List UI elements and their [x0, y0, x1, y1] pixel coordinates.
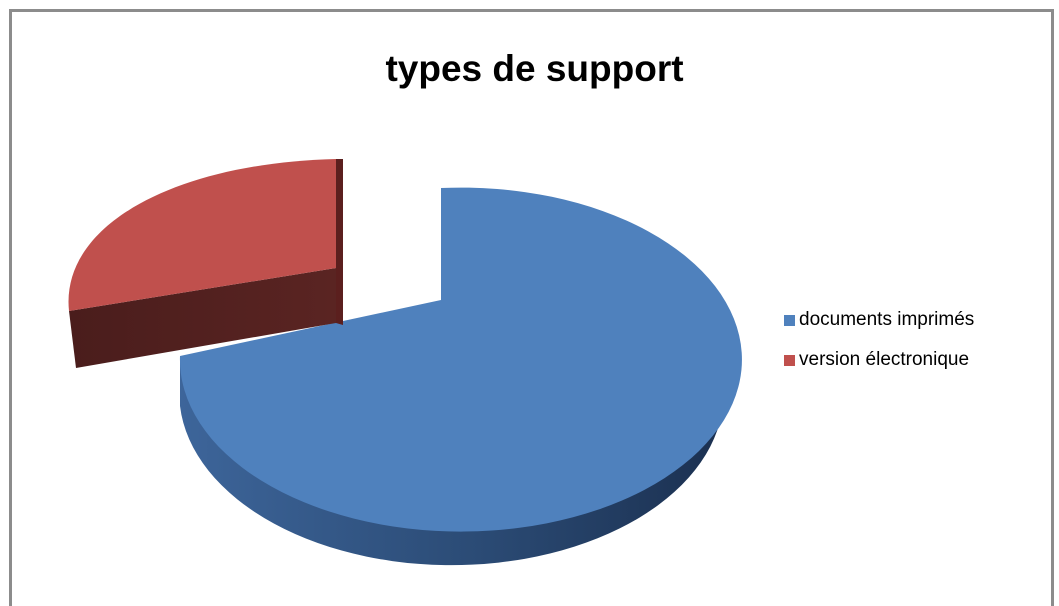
legend-label: version électronique	[799, 349, 970, 370]
slice-version-electronique-top	[68, 159, 336, 311]
legend-swatch-icon	[784, 314, 795, 326]
legend-label: documents imprimés	[799, 309, 975, 330]
legend-item: version électronique	[784, 349, 974, 371]
legend-swatch-icon	[784, 354, 795, 366]
legend: documents imprimés version électronique	[784, 309, 974, 389]
slice-documents-imprimes-top	[179, 187, 742, 532]
slice-version-electronique-side	[69, 268, 336, 368]
slice-version-electronique-edge	[336, 159, 343, 325]
chart-title: types de support	[385, 48, 684, 89]
legend-item: documents imprimés	[784, 309, 974, 331]
